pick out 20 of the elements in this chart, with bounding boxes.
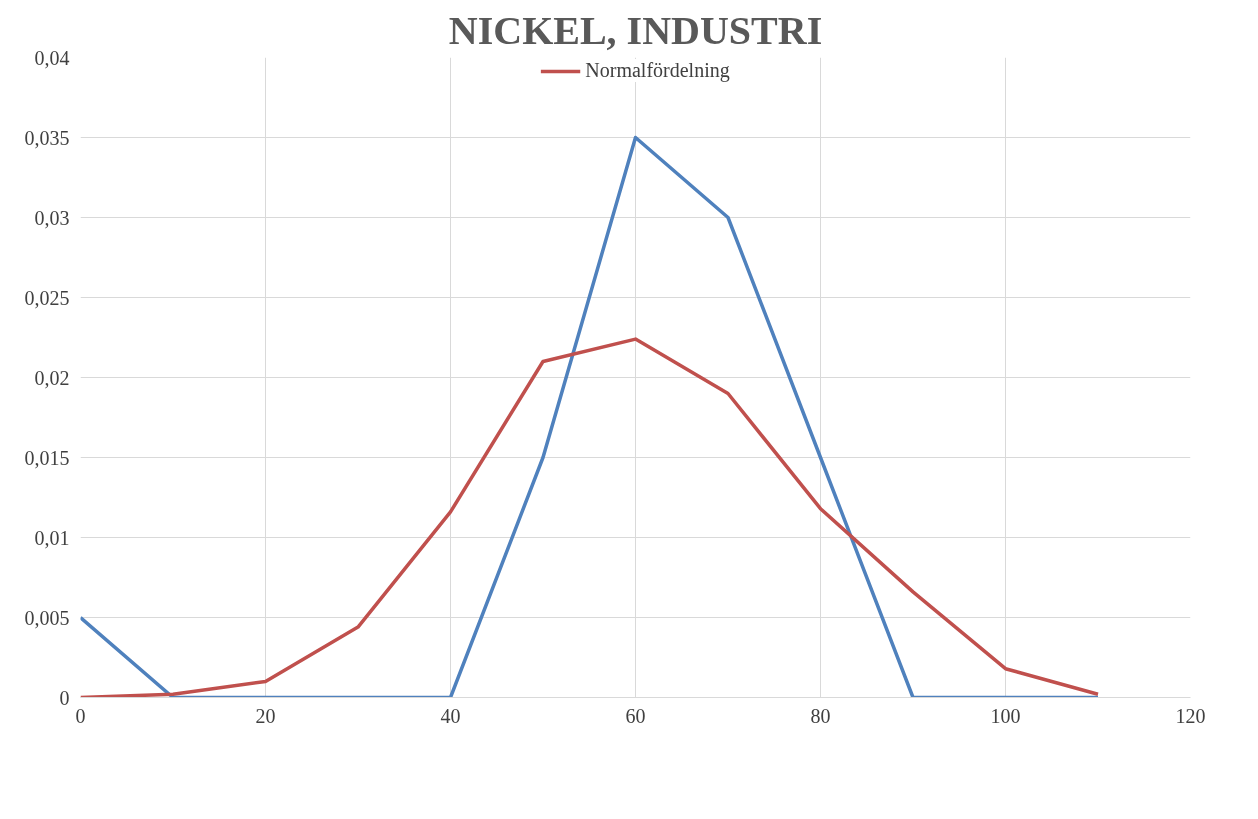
- y-tick-label: 0,035: [24, 126, 70, 149]
- y-tick-label: 0,015: [24, 446, 70, 469]
- chart-title: NICKEL, INDUSTRI: [448, 7, 823, 53]
- x-tick-label: 60: [625, 704, 646, 727]
- line-series: [80, 337, 1100, 698]
- y-tick-label: 0,03: [34, 206, 70, 229]
- x-tick-label: 120: [1175, 704, 1206, 727]
- x-tick-label: 80: [810, 704, 831, 727]
- legend-label: Normalfördelning: [585, 59, 730, 82]
- x-tick-label: 20: [255, 704, 276, 727]
- line-series: [80, 135, 1100, 698]
- y-tick-label: 0,02: [34, 366, 70, 389]
- y-tick-label: 0,01: [34, 526, 70, 549]
- y-tick-label: 0: [59, 686, 70, 709]
- y-tick-label: 0,04: [34, 46, 70, 69]
- y-tick-label: 0,005: [24, 606, 70, 629]
- y-tick-label: 0,025: [24, 286, 70, 309]
- x-tick-label: 40: [440, 704, 461, 727]
- x-tick-label: 0: [75, 704, 86, 727]
- x-tick-label: 100: [990, 704, 1021, 727]
